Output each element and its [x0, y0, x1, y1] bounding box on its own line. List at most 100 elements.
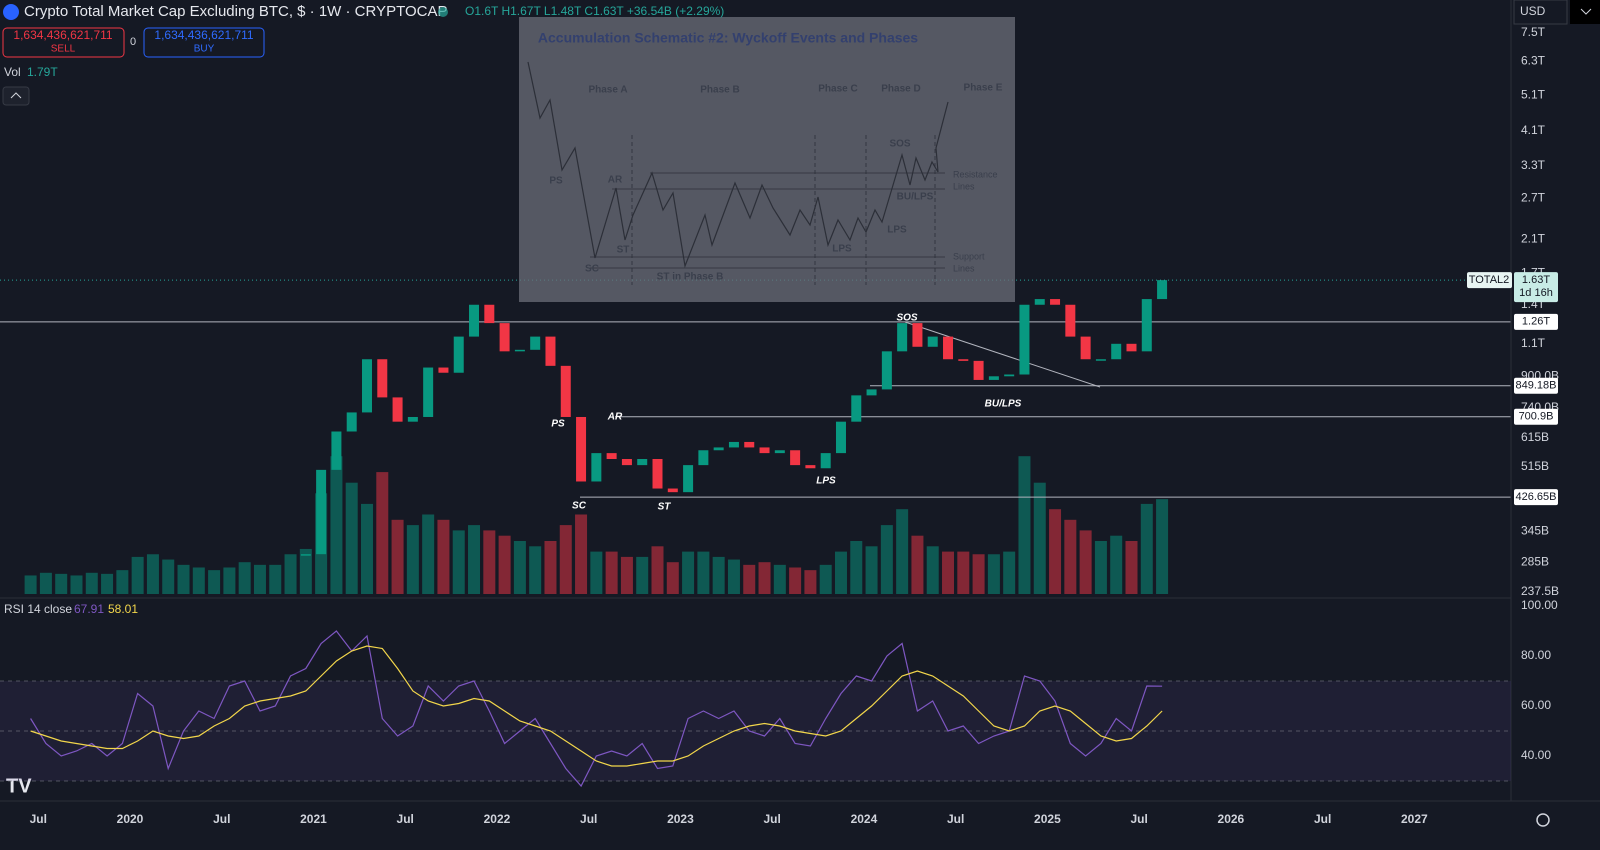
volume-bar	[1049, 509, 1062, 594]
wyckoff-schematic: Accumulation Schematic #2: Wyckoff Event…	[519, 17, 1015, 302]
rsi-label: RSI 14 close	[4, 602, 72, 616]
annotation: SOS	[896, 313, 917, 324]
volume-bar	[773, 564, 786, 594]
volume-bar	[789, 567, 802, 594]
volume-bar	[636, 556, 649, 594]
volume-bar	[39, 572, 52, 594]
candle	[897, 323, 908, 352]
y-tick-label: 7.5T	[1521, 25, 1546, 39]
annotation: PS	[551, 419, 565, 430]
candle	[744, 441, 755, 448]
sell-label: SELL	[51, 44, 76, 55]
phase-dividers	[631, 135, 936, 285]
support-label: Lines	[953, 263, 975, 273]
candle	[851, 395, 862, 422]
level-label: 849.18B	[1516, 380, 1557, 392]
x-tick-label: Jul	[764, 812, 781, 826]
x-tick-label: Jul	[1130, 812, 1147, 826]
volume-bar	[223, 567, 236, 594]
phase-label: Phase C	[818, 84, 857, 95]
event-label: ST	[617, 245, 630, 256]
currency-button[interactable]	[1513, 0, 1568, 25]
level-label: 1.26T	[1522, 316, 1550, 328]
volume-bar	[253, 564, 266, 594]
y-tick-label: 4.1T	[1521, 123, 1546, 137]
volume-bar	[1110, 535, 1123, 594]
volume-bar	[85, 572, 98, 594]
candle	[621, 459, 632, 466]
event-label: LPS	[832, 244, 852, 255]
x-tick-label: Jul	[213, 812, 230, 826]
countdown: 1d 16h	[1519, 287, 1553, 299]
volume-bar	[406, 525, 419, 594]
menu-button[interactable]	[1570, 0, 1600, 24]
volume-bar	[605, 551, 618, 594]
sell-button[interactable]	[2, 27, 125, 58]
candle	[1126, 343, 1137, 352]
annotation: BU/LPS	[985, 399, 1022, 410]
header: Crypto Total Market Cap Excluding BTC, $…	[2, 0, 1600, 827]
volume-bar	[284, 554, 297, 594]
volume-bar	[1156, 499, 1169, 594]
candle	[499, 323, 510, 352]
volume-bar	[834, 551, 847, 594]
volume-bar	[529, 546, 542, 594]
phase-label: Phase A	[588, 85, 627, 96]
event-label: PS	[549, 176, 563, 187]
x-tick-label: Jul	[1314, 812, 1331, 826]
volume-bar	[819, 564, 832, 594]
candle	[300, 554, 311, 556]
volume-bar	[712, 556, 725, 594]
volume-bar	[911, 535, 924, 594]
volume-bar	[101, 573, 114, 594]
volume-bar	[391, 519, 404, 594]
y-tick-label: 285B	[1521, 555, 1549, 569]
level-label-box	[1514, 313, 1558, 330]
x-tick-label: 2026	[1218, 812, 1245, 826]
candle	[820, 453, 831, 469]
spread: 0	[130, 36, 136, 48]
collapse-icon	[10, 92, 22, 99]
volume-bar	[483, 530, 496, 594]
level-label-box	[1514, 408, 1558, 425]
volume-bar	[422, 514, 435, 594]
candle	[530, 336, 541, 350]
y-tick-label: 2.1T	[1521, 231, 1546, 245]
collapse-button[interactable]	[2, 86, 30, 106]
candle	[392, 397, 403, 422]
settings-button[interactable]	[1536, 813, 1550, 827]
volume-bar	[1064, 519, 1077, 594]
candle	[606, 453, 617, 460]
candle	[774, 450, 785, 454]
event-label: SOS	[889, 139, 910, 150]
candle	[881, 351, 892, 390]
level-label-box	[1514, 377, 1558, 394]
volume-bar	[299, 548, 312, 594]
rsi-value: 67.91	[74, 602, 104, 616]
schematic-lines	[590, 172, 945, 269]
candle	[423, 367, 434, 417]
x-tick-label: 2024	[851, 812, 878, 826]
volume-bar	[743, 564, 756, 594]
candle	[1095, 359, 1106, 361]
volume-bar	[360, 503, 373, 594]
series-name: TOTAL2	[1469, 274, 1510, 286]
volume-bar	[942, 551, 955, 594]
volume-bar	[804, 570, 817, 594]
buy-label: BUY	[194, 44, 215, 55]
x-tick-label: 2023	[667, 812, 694, 826]
symbol-title: Crypto Total Market Cap Excluding BTC, $…	[24, 3, 447, 20]
candle	[1080, 336, 1091, 360]
volume-bar	[1018, 456, 1031, 594]
volume-bar	[544, 541, 557, 594]
volume-bar	[972, 554, 985, 594]
volume-bar	[727, 559, 740, 594]
volume-bar	[1003, 551, 1016, 594]
y-tick-label: 6.3T	[1521, 53, 1546, 67]
x-tick-label: 2027	[1401, 812, 1428, 826]
trend-line	[904, 321, 1101, 388]
candle	[973, 360, 984, 380]
volume-bar	[146, 554, 159, 594]
buy-button[interactable]	[143, 27, 265, 58]
